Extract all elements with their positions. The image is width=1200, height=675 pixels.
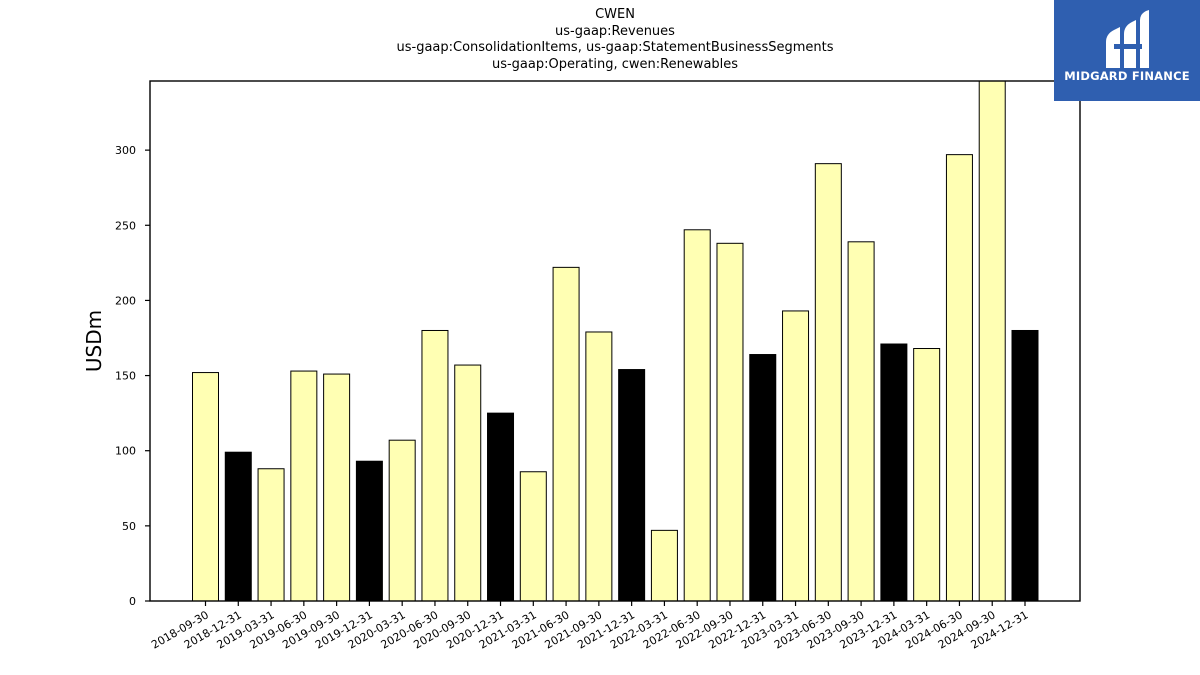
bar-2021-09-30 xyxy=(585,331,613,602)
bar-2020-12-31 xyxy=(487,412,515,602)
y-tick-label-200: 200 xyxy=(115,294,136,307)
bar-2021-06-30 xyxy=(552,266,580,602)
y-tick-label-300: 300 xyxy=(115,144,136,157)
bar-2020-09-30 xyxy=(454,364,482,602)
y-tick-label-100: 100 xyxy=(115,445,136,458)
bar-2021-03-31 xyxy=(519,471,547,602)
bar-2024-06-30 xyxy=(945,154,973,602)
bar-2018-12-31 xyxy=(224,451,252,602)
bar-2021-12-31 xyxy=(618,369,646,602)
bar-2022-03-31 xyxy=(650,529,678,602)
bar-2020-06-30 xyxy=(421,329,449,602)
chart-title-line-1: CWEN xyxy=(595,7,635,22)
y-tick-label-0: 0 xyxy=(129,595,136,608)
bar-2018-09-30 xyxy=(192,372,219,602)
bar-2019-06-30 xyxy=(290,370,318,602)
bar-2019-09-30 xyxy=(323,373,351,602)
logo-text: MIDGARD FINANCE xyxy=(1064,69,1190,83)
bar-2019-12-31 xyxy=(355,460,383,602)
bar-2024-09-30 xyxy=(978,80,1006,602)
bar-2022-09-30 xyxy=(716,242,744,602)
y-tick-label-250: 250 xyxy=(115,219,136,232)
bar-2022-06-30 xyxy=(683,229,711,602)
bar-2023-06-30 xyxy=(814,163,842,602)
chart-title-line-4: us-gaap:Operating, cwen:Renewables xyxy=(491,57,739,72)
bar-2019-03-31 xyxy=(257,468,285,602)
y-axis-label: USDm xyxy=(82,309,106,373)
bar-2023-09-30 xyxy=(847,241,875,602)
bar-2023-12-31 xyxy=(880,343,908,602)
y-tick-label-50: 50 xyxy=(122,520,136,533)
bar-2022-12-31 xyxy=(749,354,777,602)
y-tick-label-150: 150 xyxy=(115,370,136,383)
bar-2024-12-31 xyxy=(1011,329,1039,602)
bar-2024-03-31 xyxy=(913,348,941,602)
bar-2023-03-31 xyxy=(782,310,810,602)
bar-2020-03-31 xyxy=(388,439,416,602)
plot-frame xyxy=(149,80,1081,602)
midgard-finance-logo: MIDGARD FINANCE xyxy=(1054,0,1200,101)
chart-title-line-2: us-gaap:Revenues xyxy=(555,24,675,39)
chart-title-line-3: us-gaap:ConsolidationItems, us-gaap:Stat… xyxy=(396,40,834,55)
midgard-logo-icon xyxy=(1106,10,1149,68)
